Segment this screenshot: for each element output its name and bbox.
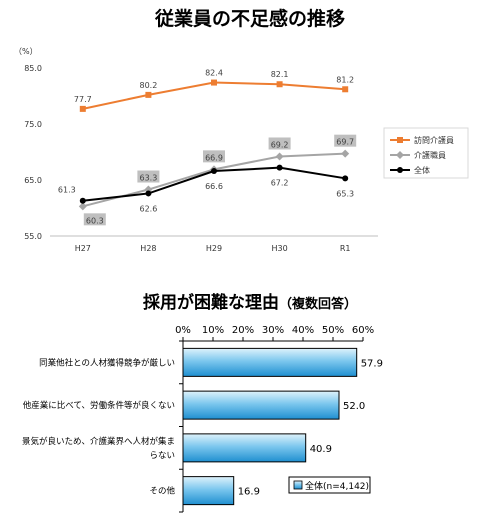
x-tick-label: 30% [262,325,284,336]
category-label: 景気が良いため、介護業界へ人材が集ま [22,436,175,447]
bar-value-label: 57.9 [361,358,383,369]
data-label: 65.3 [336,189,354,198]
x-tick-label: 60% [352,325,374,336]
data-point-marker [276,81,283,88]
legend-marker [397,137,403,143]
bar [182,433,307,463]
data-point-marker [341,149,350,158]
data-label-box [137,170,160,183]
data-point-marker [342,175,349,182]
y-unit-label: （%） [14,47,38,56]
x-tick-label: H28 [140,244,156,253]
data-label: 69.7 [336,138,354,147]
legend-label: 訪問介護員 [414,135,454,145]
data-label: 61.3 [58,186,76,195]
data-label: 63.3 [139,174,157,183]
data-point-marker [211,79,217,86]
x-tick-label: 0% [175,325,191,336]
data-label-box [203,150,225,163]
data-label: 77.7 [74,95,92,104]
x-tick-label: H27 [75,244,91,253]
data-label: 66.6 [205,182,223,191]
data-label-box [268,137,291,150]
x-tick-label: 40% [292,325,314,336]
data-point-marker [79,105,86,112]
line-chart-title: 従業員の不足感の推移 [154,8,345,30]
bar [182,476,235,506]
data-label: 69.2 [271,140,289,149]
line-chart: （%） 55.0 65.0 75.0 85.0 H27 H28 H29 H30 R1 77.7 8… [14,47,469,253]
legend-marker [397,167,403,173]
data-label-box [334,134,357,147]
legend-label: 介護職員 [414,150,446,160]
data-point-marker [211,168,217,175]
x-tick-label: H30 [271,244,287,253]
legend-label: 全体 [414,165,430,175]
bar-chart-title: 採用が困難な理由（複数回答） [0,288,500,313]
bar [182,390,340,420]
data-point-marker [276,164,283,171]
bar-legend-box [288,476,371,494]
bar-legend: 全体(n=4,142) [288,476,371,494]
x-tick-label: 10% [202,325,224,336]
bar-value-label: 16.9 [238,487,260,498]
data-point-marker [79,197,86,204]
bar-value-label: 40.9 [310,444,332,455]
y-tick-label: 65.0 [24,176,42,185]
category-label: らない [149,451,175,461]
data-point-marker [342,86,349,93]
category-label: 同業他社との人材獲得競争が厳しい [39,357,175,368]
bar-value-label: 52.0 [343,401,365,412]
data-label: 62.6 [139,204,157,213]
legend-marker [396,151,404,159]
data-label: 82.1 [271,70,289,79]
x-tick-label: 20% [232,325,254,336]
bar-chart-subtitle: （複数回答） [278,297,357,312]
data-label: 60.3 [86,216,104,225]
category-label: その他 [149,486,175,497]
data-label: 66.9 [205,153,223,162]
data-label: 81.2 [336,75,354,84]
data-label-box [83,213,106,226]
x-tick-label: H29 [206,244,222,253]
data-point-marker [145,190,152,197]
series-line [82,81,346,110]
category-label: 他産業に比べて、労働条件等が良くない [23,400,175,411]
y-tick-label: 55.0 [24,232,42,241]
data-point-marker [145,91,152,98]
bar-legend-swatch [293,480,303,490]
x-tick-label: R1 [340,244,351,253]
bar-legend-label: 全体(n=4,142) [305,480,369,492]
bar-chart-title-text: 採用が困難な理由 [142,293,279,313]
data-point-marker [78,202,87,211]
x-tick-label: 50% [322,325,344,336]
y-tick-label: 75.0 [24,120,42,129]
data-label: 82.4 [205,69,223,78]
bar [182,347,358,377]
data-point-marker [275,152,284,161]
y-tick-label: 85.0 [24,64,42,73]
data-label: 67.2 [271,179,289,188]
data-label: 80.2 [139,81,157,90]
